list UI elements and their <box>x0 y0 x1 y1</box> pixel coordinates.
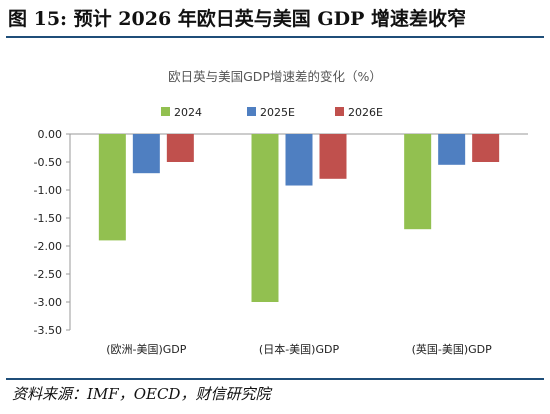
bar-2026E-1 <box>319 134 347 179</box>
y-tick-label: -1.00 <box>34 184 62 197</box>
y-tick-label: -3.50 <box>34 324 62 337</box>
x-category-label: (欧洲-美国)GDP <box>106 343 187 356</box>
legend-label-2024: 2024 <box>174 106 202 119</box>
source-note: 资料来源：IMF，OECD，财信研究院 <box>12 385 271 403</box>
figure-title: 图 15: 预计 2026 年欧日英与美国 GDP 增速差收窄 <box>8 8 467 30</box>
y-tick-label: 0.00 <box>38 128 63 141</box>
y-tick-label: -1.50 <box>34 212 62 225</box>
bar-2026E-0 <box>166 134 194 162</box>
chart-title: 欧日英与美国GDP增速差的变化（%） <box>168 69 382 84</box>
bar-2025E-0 <box>132 134 160 174</box>
bar-2024-1 <box>251 134 279 302</box>
bar-2025E-2 <box>438 134 466 165</box>
legend: 2024 2025E 2026E <box>161 106 383 119</box>
bar-chart: 欧日英与美国GDP增速差的变化（%） 2024 2025E 2026E 0.00 -0… <box>34 69 528 356</box>
legend-swatch-2026E <box>335 107 344 116</box>
y-tick-label: -3.00 <box>34 296 62 309</box>
legend-label-2025E: 2025E <box>260 106 295 119</box>
y-tick-label: -0.50 <box>34 156 62 169</box>
y-tick-label: -2.50 <box>34 268 62 281</box>
x-axis-labels: (欧洲-美国)GDP (日本-美国)GDP (英国-美国)GDP <box>106 342 492 356</box>
bar-2025E-1 <box>285 134 313 186</box>
bar-2024-0 <box>98 134 126 241</box>
legend-swatch-2024 <box>161 107 170 116</box>
bar-2026E-2 <box>472 134 500 162</box>
legend-label-2026E: 2026E <box>348 106 383 119</box>
x-category-label: (英国-美国)GDP <box>412 342 493 356</box>
bar-2024-2 <box>404 134 432 230</box>
x-category-label: (日本-美国)GDP <box>259 342 340 356</box>
legend-swatch-2025E <box>247 107 256 116</box>
bars <box>98 134 500 302</box>
bottom-rule <box>6 378 544 380</box>
y-tick-label: -2.00 <box>34 240 62 253</box>
top-rule <box>6 36 544 38</box>
